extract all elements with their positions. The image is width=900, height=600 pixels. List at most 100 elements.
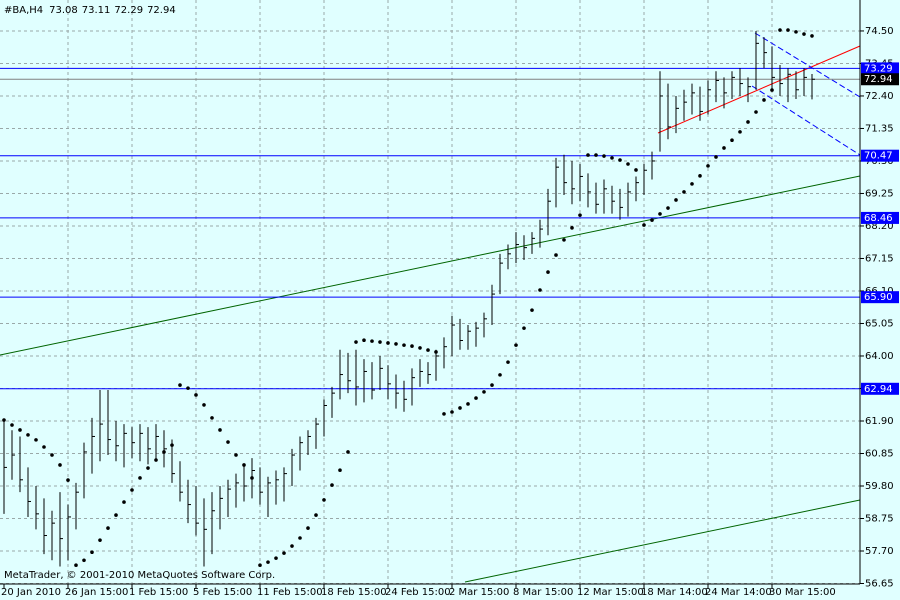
trend-line xyxy=(657,45,861,134)
sar-dot xyxy=(642,223,646,227)
sar-dot xyxy=(74,563,78,568)
sar-dot xyxy=(10,423,14,427)
y-tick-label: 72.40 xyxy=(865,91,894,102)
sar-dot xyxy=(282,551,286,555)
sar-dot xyxy=(570,226,574,230)
sar-dot xyxy=(466,402,470,406)
header-high: 73.11 xyxy=(82,5,111,16)
sar-dot xyxy=(210,416,214,420)
sar-dot xyxy=(738,130,742,134)
header-open: 73.08 xyxy=(49,5,78,16)
sar-dot xyxy=(274,556,278,560)
level-label: 68.46 xyxy=(864,213,893,224)
y-tick-label: 67.15 xyxy=(865,253,894,264)
sar-dot xyxy=(258,563,262,568)
y-tick-label: 57.70 xyxy=(865,546,894,557)
sar-dot xyxy=(322,498,326,502)
level-label: 62.94 xyxy=(864,384,893,395)
sar-dot xyxy=(442,412,446,416)
sar-dot xyxy=(522,326,526,330)
grid xyxy=(0,0,860,584)
sar-dot xyxy=(674,198,678,202)
sar-dot xyxy=(34,438,38,442)
sar-dot xyxy=(410,344,414,348)
sar-dot xyxy=(714,155,718,159)
sar-dot xyxy=(754,110,758,114)
sar-dot xyxy=(682,190,686,194)
level-label-bg xyxy=(861,382,899,395)
level-label: 65.90 xyxy=(864,292,893,303)
x-tick-label: 11 Feb 15:00 xyxy=(257,587,323,598)
sar-dot xyxy=(82,558,86,563)
sar-dot xyxy=(2,418,6,422)
x-tick-label: 20 Jan 2010 xyxy=(1,587,61,598)
sar-dot xyxy=(778,28,782,32)
sar-dot xyxy=(458,406,462,410)
sar-dot xyxy=(594,153,598,157)
sar-dot xyxy=(290,544,294,548)
sar-dot xyxy=(658,212,662,216)
level-label-bg xyxy=(861,211,899,224)
sar-dot xyxy=(378,340,382,344)
sar-dot xyxy=(802,32,806,36)
chart-title: #BA,H4 xyxy=(4,5,43,16)
price-data xyxy=(2,28,815,568)
sar-dot xyxy=(498,373,502,377)
sar-dot xyxy=(634,168,638,172)
sar-dot xyxy=(514,343,518,347)
sar-dot xyxy=(538,288,542,292)
sar-dot xyxy=(650,218,654,222)
sar-dot xyxy=(474,396,478,400)
sar-dot xyxy=(298,536,302,540)
sar-dot xyxy=(578,213,582,217)
trend-line xyxy=(754,32,861,98)
drawn-objects xyxy=(0,32,861,583)
sar-dot xyxy=(130,488,134,492)
sar-dot xyxy=(234,453,238,457)
sar-dot xyxy=(178,383,182,387)
header-low: 72.29 xyxy=(114,5,143,16)
trend-line xyxy=(751,85,861,156)
sar-dot xyxy=(202,403,206,407)
sar-dot xyxy=(90,550,94,555)
x-tick-label: 24 Feb 15:00 xyxy=(385,587,451,598)
sar-dot xyxy=(250,476,254,480)
sar-dot xyxy=(530,308,534,312)
sar-dot xyxy=(730,138,734,143)
sar-dot xyxy=(194,393,198,397)
x-tick-label: 8 Mar 15:00 xyxy=(513,587,573,598)
sar-dot xyxy=(314,513,318,517)
x-tick-label: 18 Mar 14:00 xyxy=(641,587,708,598)
trend-line xyxy=(0,175,861,356)
sar-dot xyxy=(706,164,710,168)
sar-dot xyxy=(106,526,110,530)
chart-header: #BA,H4 73.08 73.11 72.29 72.94 xyxy=(4,5,176,16)
sar-dot xyxy=(386,341,390,345)
sar-dot xyxy=(698,174,702,178)
level-label-bg xyxy=(861,291,899,304)
level-label: 70.47 xyxy=(864,151,893,162)
sar-dot xyxy=(618,158,622,162)
sar-dot xyxy=(762,98,766,102)
y-tick-label: 69.25 xyxy=(865,188,894,199)
x-tick-label: 5 Feb 15:00 xyxy=(193,587,252,598)
sar-dot xyxy=(690,182,694,186)
sar-dot xyxy=(626,162,630,166)
sar-dot xyxy=(66,478,70,482)
sar-dot xyxy=(434,350,438,354)
last-price-label-bg xyxy=(861,73,899,86)
watermark: MetaTrader, © 2001-2010 MetaQuotes Softw… xyxy=(4,570,275,581)
trend-line xyxy=(464,499,861,583)
sar-dot xyxy=(402,343,406,347)
y-tick-label: 64.00 xyxy=(865,351,894,362)
sar-dot xyxy=(114,513,118,517)
sar-dot xyxy=(306,526,310,530)
sar-dot xyxy=(18,428,22,432)
sar-dot xyxy=(42,445,46,449)
x-tick-label: 24 Mar 14:00 xyxy=(705,587,772,598)
y-tick-label: 60.85 xyxy=(865,448,894,459)
y-tick-label: 61.90 xyxy=(865,416,894,427)
sar-dot xyxy=(746,120,750,124)
